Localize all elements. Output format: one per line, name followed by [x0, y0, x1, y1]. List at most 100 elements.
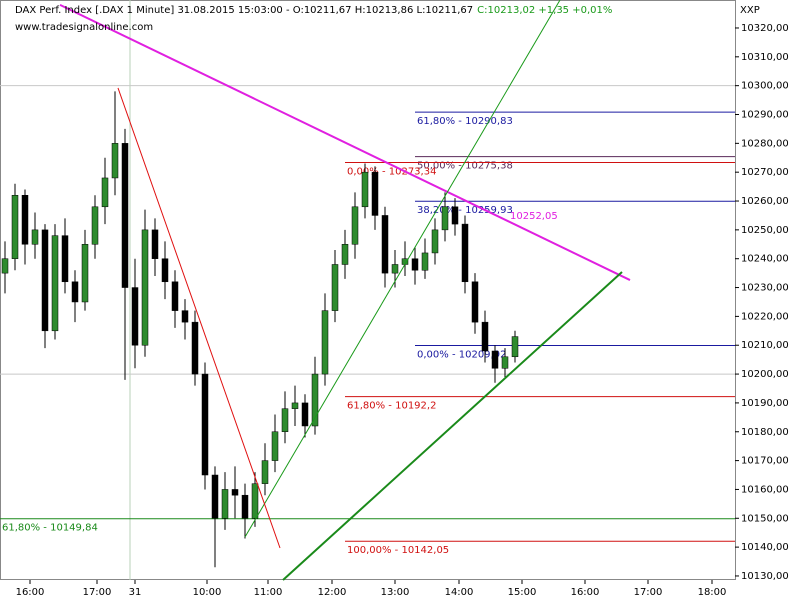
y-tick-label: 10160,00: [741, 484, 789, 495]
candle-body: [361, 171, 369, 208]
plot-frame: [0, 0, 736, 580]
axis-label: XXP: [740, 5, 760, 16]
y-tick-label: 10230,00: [741, 283, 789, 294]
candle-body: [61, 235, 69, 283]
y-tick-label: 10220,00: [741, 311, 789, 322]
trendline: [59, 4, 631, 281]
candle-body: [301, 402, 309, 427]
fib-label: 100,00% - 10142,05: [347, 545, 449, 556]
x-tick-label: 12:00: [318, 587, 347, 598]
candle-body: [1, 258, 9, 274]
candle-body: [411, 258, 419, 271]
y-tick-label: 10240,00: [741, 254, 789, 265]
x-tick-label: 15:00: [508, 587, 537, 598]
candle-body: [241, 494, 249, 519]
trendline: [117, 87, 281, 549]
candle-body: [91, 206, 99, 245]
title-main: DAX Perf. Index [.DAX 1 Minute] 31.08.20…: [15, 5, 473, 16]
candle-body: [451, 206, 459, 225]
trendline-label: 10252,05: [510, 211, 558, 222]
candle-body: [261, 460, 269, 484]
candle-body: [471, 281, 479, 323]
y-tick-label: 10320,00: [741, 23, 789, 34]
y-tick-label: 10300,00: [741, 81, 789, 92]
trendline: [282, 271, 623, 581]
x-tick-label: 17:00: [634, 587, 663, 598]
candle-body: [151, 229, 159, 259]
candle-body: [381, 215, 389, 274]
candle-body: [291, 402, 299, 409]
candle-body: [181, 310, 189, 323]
candle-body: [221, 489, 229, 519]
candle-body: [41, 229, 49, 332]
candle-body: [441, 206, 449, 231]
x-tick-label: 31: [129, 587, 142, 598]
fib-label: 0,00% - 10273,34: [347, 167, 436, 178]
candle-body: [271, 431, 279, 461]
candle-body: [131, 287, 139, 346]
fib-label: 38,20% - 10259,93: [417, 205, 513, 216]
candle-body: [171, 281, 179, 311]
candle-body: [201, 373, 209, 476]
y-tick-label: 10210,00: [741, 340, 789, 351]
x-tick-label: 16:00: [16, 587, 45, 598]
x-tick-label: 18:00: [698, 587, 727, 598]
y-tick-label: 10310,00: [741, 52, 789, 63]
candle-body: [71, 281, 79, 303]
candle-body: [231, 489, 239, 496]
candle-body: [191, 321, 199, 375]
y-tick-label: 10190,00: [741, 398, 789, 409]
candle-body: [341, 244, 349, 265]
y-tick-label: 10200,00: [741, 369, 789, 380]
candle-body: [51, 235, 59, 332]
candle-body: [81, 244, 89, 303]
candle-body: [311, 373, 319, 427]
title-change: C:10213,02 +1,35 +0,01%: [477, 5, 612, 16]
x-tick-label: 13:00: [381, 587, 410, 598]
candle-body: [121, 143, 129, 288]
candle-body: [141, 229, 149, 346]
chart-title: DAX Perf. Index [.DAX 1 Minute] 31.08.20…: [15, 5, 612, 16]
y-tick-label: 10260,00: [741, 196, 789, 207]
candle-body: [481, 321, 489, 352]
x-tick-label: 17:00: [83, 587, 112, 598]
candle-body: [491, 350, 499, 369]
candle-body: [371, 171, 379, 216]
fib-label: 61,80% - 10149,84: [2, 523, 98, 534]
y-tick-label: 10150,00: [741, 513, 789, 524]
candle-body: [391, 264, 399, 274]
candle-body: [21, 195, 29, 245]
x-tick-label: 14:00: [445, 587, 474, 598]
fib-label: 0,00% - 10209,92: [417, 349, 506, 360]
candle-body: [251, 483, 259, 519]
y-tick-label: 10130,00: [741, 571, 789, 582]
candle-body: [161, 258, 169, 283]
y-tick-label: 10250,00: [741, 225, 789, 236]
candle-body: [281, 408, 289, 433]
candle-body: [211, 474, 219, 519]
fib-label: 61,80% - 10290,83: [417, 116, 513, 127]
fib-label: 50,00% - 10275,38: [417, 161, 513, 172]
candle-body: [321, 310, 329, 375]
y-tick-label: 10290,00: [741, 110, 789, 121]
candle-body: [31, 229, 39, 245]
candle-body: [351, 206, 359, 245]
candle-body: [461, 223, 469, 283]
candle-body: [511, 336, 519, 358]
trendline: [244, 0, 561, 538]
subtitle: www.tradesignalonline.com: [15, 22, 153, 33]
y-tick-label: 10140,00: [741, 542, 789, 553]
y-tick-label: 10170,00: [741, 456, 789, 467]
candle-body: [501, 356, 509, 369]
candle-body: [101, 177, 109, 208]
y-tick-label: 10180,00: [741, 427, 789, 438]
fib-label: 61,80% - 10192,2: [347, 401, 436, 412]
candle-body: [11, 195, 19, 259]
y-tick-label: 10280,00: [741, 138, 789, 149]
candle-body: [111, 143, 119, 179]
candle-body: [431, 229, 439, 254]
x-tick-label: 11:00: [254, 587, 283, 598]
